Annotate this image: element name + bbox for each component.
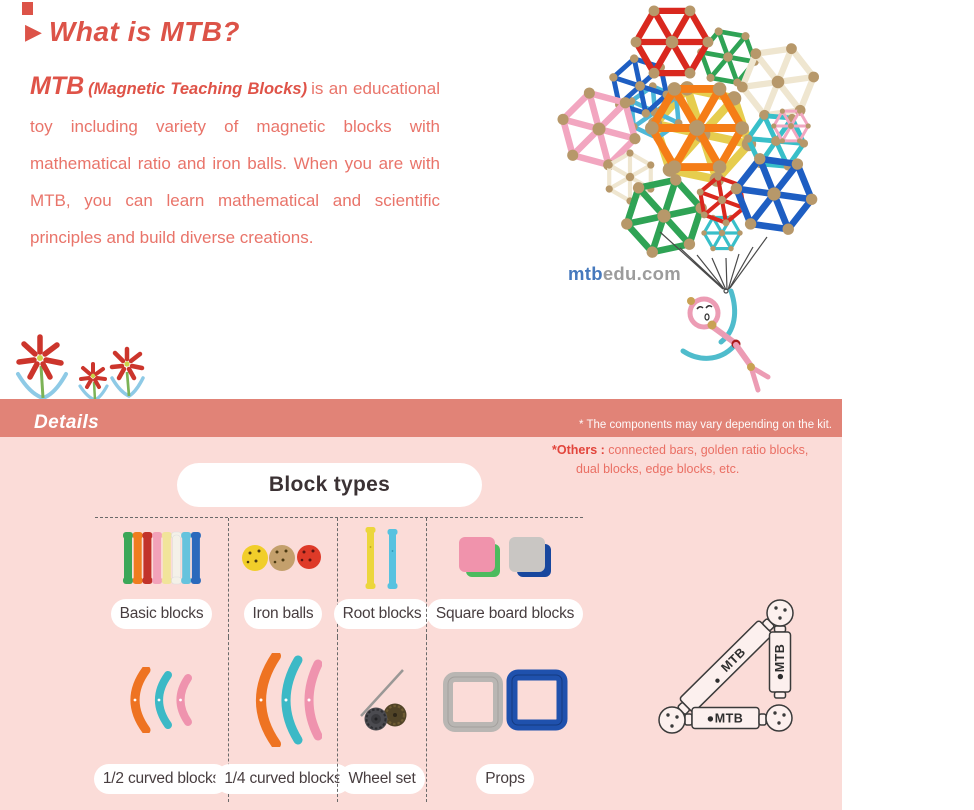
cell-wheel-set: Wheel set [337, 636, 426, 802]
watermark-rest: edu.com [602, 263, 681, 284]
label-quarter-curved-blocks: 1/4 curved blocks [215, 764, 351, 794]
arrow-icon: ▶ [25, 19, 42, 44]
label-props: Props [476, 764, 534, 794]
root-blocks-icon [365, 527, 398, 590]
corner-decoration [22, 2, 33, 15]
cell-square-board-blocks: Square board blocks [426, 518, 584, 637]
watermark-bold: mtb [568, 263, 603, 284]
page-title: ▶ What is MTB? [25, 16, 240, 48]
block-types-title-text: Block types [268, 473, 391, 496]
block-figure [680, 288, 771, 393]
others-line1: connected bars, golden ratio blocks, [608, 443, 809, 457]
square-board-blocks-icon [459, 537, 551, 578]
cell-iron-balls: Iron balls [228, 518, 337, 637]
label-basic-blocks: Basic blocks [110, 598, 213, 629]
quarter-curved-blocks-icon [256, 653, 322, 748]
others-label: *Others : [552, 443, 605, 457]
wheel-set-icon [360, 669, 407, 731]
magnetic-balloons-illustration [555, 0, 974, 393]
intro-paragraph: MTB (Magnetic Teaching Blocks) is an educa… [30, 68, 440, 256]
intro-term-sub: (Magnetic Teaching Blocks) [88, 80, 308, 98]
flower-2 [78, 362, 109, 402]
balloon-strings [659, 231, 768, 294]
website-watermark: mtbedu.com [568, 263, 681, 285]
label-root-blocks: Root blocks [333, 598, 431, 629]
label-iron-balls: Iron balls [243, 598, 323, 629]
components-note: * The components may vary depending on t… [579, 419, 832, 431]
details-label: Details [34, 412, 100, 433]
block-types-title: Block types [177, 463, 482, 507]
half-curved-blocks-icon [130, 667, 192, 734]
diagram-label-horizontal: ●MTB [707, 712, 744, 726]
intro-term: MTB [30, 72, 85, 100]
props-icon [443, 669, 568, 733]
cell-quarter-curved-blocks: 1/4 curved blocks [215, 636, 351, 802]
balloon-cluster [555, 5, 824, 262]
diagram-label-vertical: ●MTB [773, 644, 787, 681]
iron-balls-icon [242, 545, 321, 572]
cell-root-blocks: Root blocks [333, 518, 431, 637]
label-wheel-set: Wheel set [339, 764, 425, 794]
others-note: *Others : connected bars, golden ratio b… [552, 441, 808, 479]
intro-body: is an educational toy including variety … [30, 79, 440, 247]
flower-blocks-illustration [16, 334, 145, 402]
cell-props: Props [426, 636, 583, 802]
cell-half-curved-blocks: 1/2 curved blocks [93, 637, 230, 802]
flower-3 [109, 346, 145, 398]
cell-basic-blocks: Basic blocks [95, 518, 228, 637]
label-square-board-blocks: Square board blocks [426, 598, 584, 629]
flower-1 [16, 334, 68, 400]
block-types-grid: Basic blocks Iron balls [93, 517, 584, 802]
label-half-curved-blocks: 1/2 curved blocks [93, 764, 230, 794]
basic-blocks-icon [122, 531, 201, 585]
mtb-triangle-diagram: MTB ●MTB ●MTB [658, 599, 794, 734]
others-line2: dual blocks, edge blocks, etc. [576, 462, 740, 476]
page-title-text: What is MTB? [48, 16, 241, 47]
details-section-bar: Details * The components may vary depend… [0, 399, 842, 437]
